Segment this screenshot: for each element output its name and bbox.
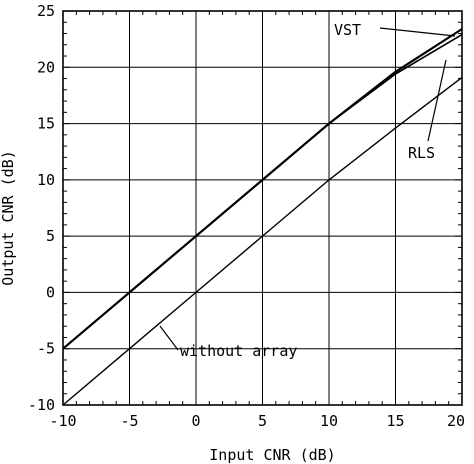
leader-vst [379, 27, 456, 37]
y-tick-label: 5 [46, 227, 55, 245]
y-axis-label: Output CNR (dB) [0, 150, 17, 285]
x-tick-label: -5 [120, 412, 138, 430]
series-lines [62, 28, 463, 406]
y-tick-label: 0 [46, 283, 55, 301]
y-tick-labels: -10 -5 0 5 10 15 20 25 [28, 2, 55, 414]
y-tick-label: 15 [37, 115, 55, 133]
x-tick-label: 20 [447, 412, 465, 430]
x-tick-label: -10 [49, 412, 76, 430]
y-tick-label: 25 [37, 2, 55, 20]
x-tick-labels: -10 -5 0 5 10 15 20 [49, 412, 465, 430]
x-tick-label: 15 [386, 412, 404, 430]
x-tick-label: 5 [258, 412, 267, 430]
y-tick-label: 20 [37, 58, 55, 76]
annotation-leaders [159, 27, 456, 351]
leader-without-array [159, 325, 179, 351]
series-line-without-array [62, 76, 463, 406]
x-axis-label: Input CNR (dB) [209, 446, 335, 464]
y-tick-label: -10 [28, 396, 55, 414]
y-tick-label: -5 [37, 340, 55, 358]
y-tick-label: 10 [37, 171, 55, 189]
x-tick-label: 10 [320, 412, 338, 430]
leader-rls [427, 59, 447, 142]
annotation-rls: RLS [408, 144, 435, 162]
x-tick-label: 0 [191, 412, 200, 430]
plot-frame [62, 10, 463, 406]
annotation-without-array: without array [180, 342, 297, 360]
annotation-vst: VST [334, 21, 361, 39]
series-line-rls [62, 33, 463, 350]
